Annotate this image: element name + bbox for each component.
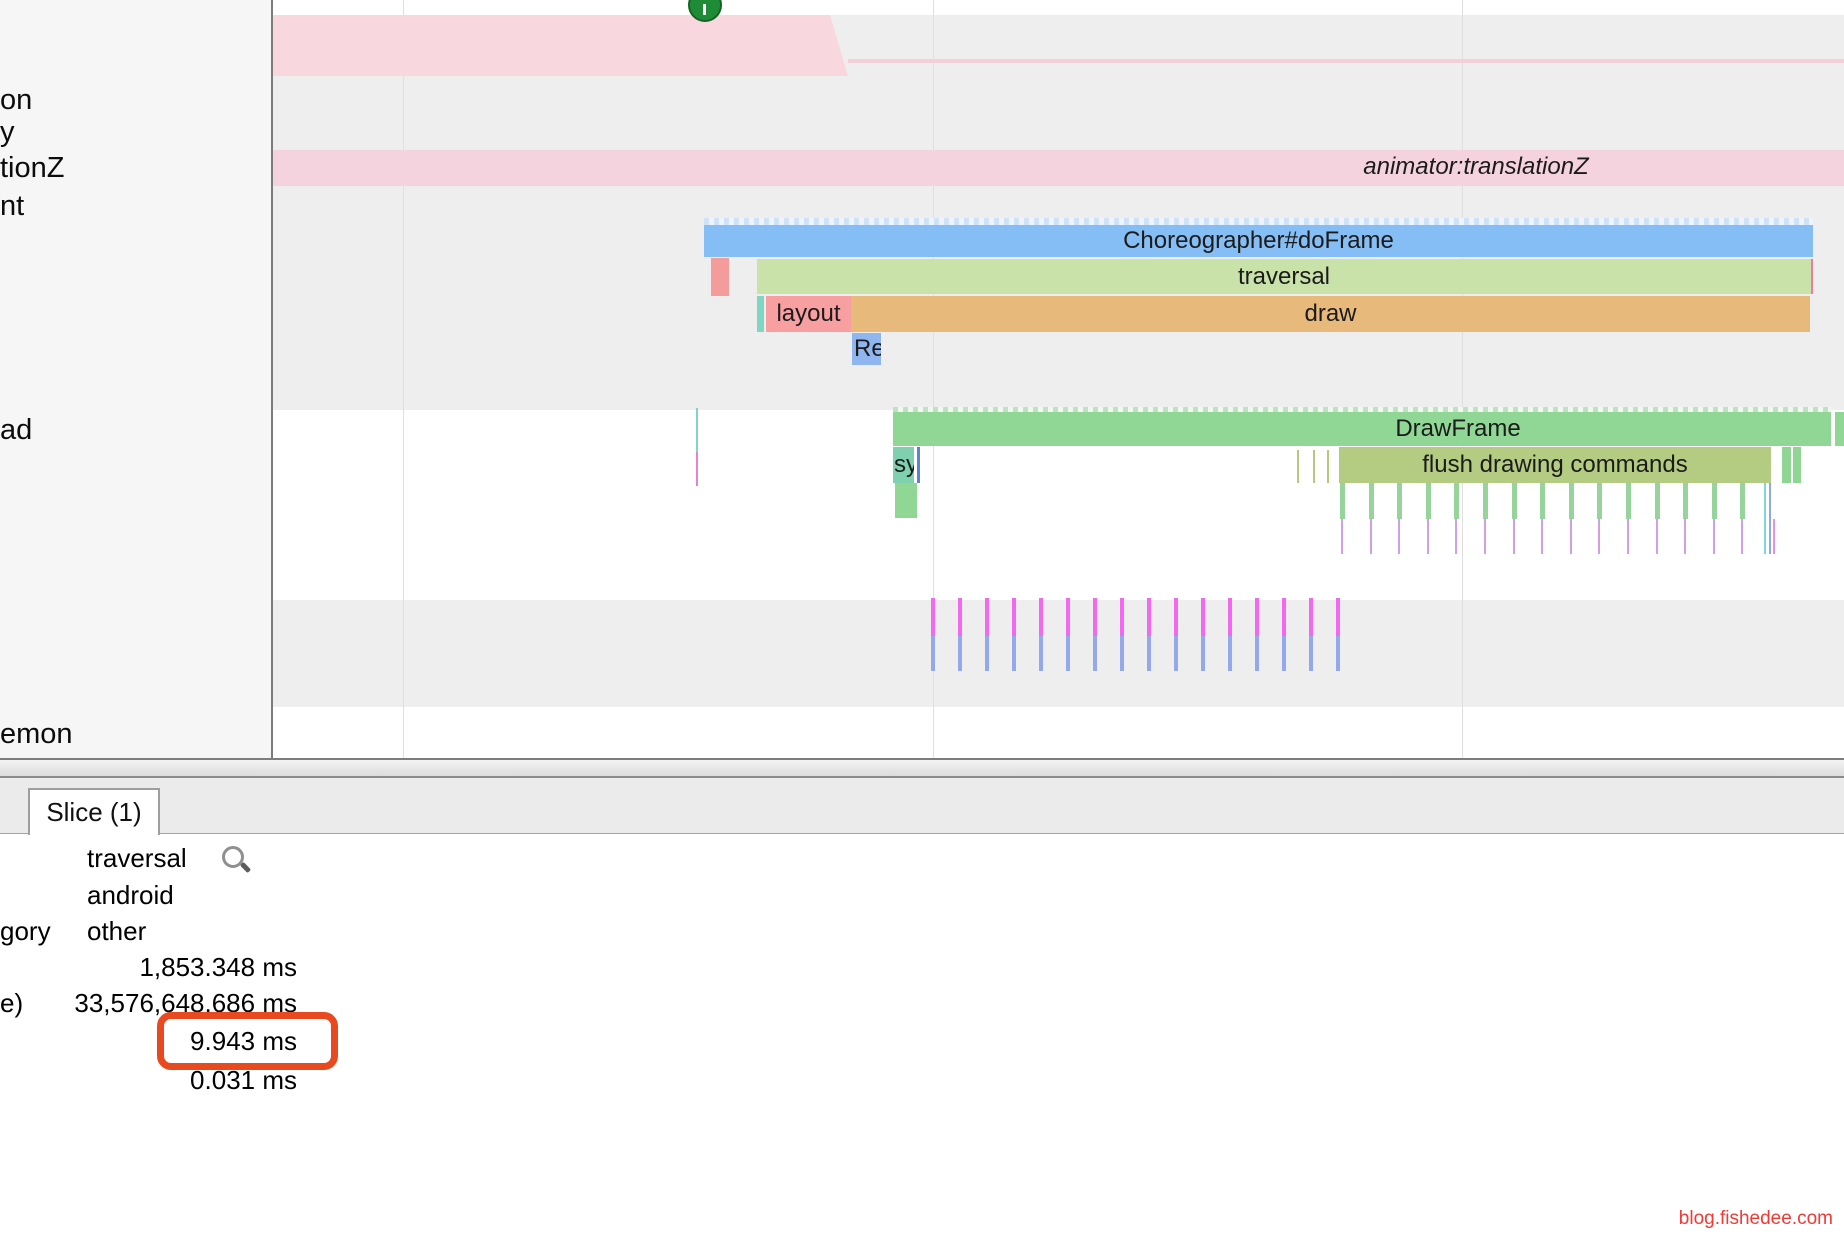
detail-start-value: 1,853.348 ms [139, 952, 297, 982]
slice-label: DrawFrame [1395, 415, 1521, 442]
thin-slice-magenta [696, 452, 698, 486]
thin-slice-teal [696, 408, 698, 452]
slice-green-block[interactable] [895, 483, 917, 518]
detail-category-label-fragment: gory [0, 916, 51, 946]
slice-choreographer-doframe[interactable]: Choreographer#doFrame [704, 225, 1813, 257]
slice-small-teal[interactable] [757, 296, 764, 332]
tab-label: Slice (1) [46, 797, 142, 827]
slice-green-fragment[interactable] [1793, 447, 1801, 483]
footer-blog-link[interactable]: blog.fishedee.com [1678, 1208, 1833, 1229]
detail-category-value: other [87, 916, 147, 946]
slice-draw[interactable]: draw [851, 296, 1810, 332]
slice-label: layout [776, 300, 841, 327]
slice-label: Re [854, 335, 881, 362]
highlight-annotation-box [157, 1012, 338, 1070]
thin-slice-blue [1769, 483, 1771, 554]
detail-name-value: android [87, 880, 174, 910]
slice-drawframe-fragment[interactable] [1835, 412, 1844, 446]
slice-drawframe[interactable]: DrawFrame [893, 412, 1831, 446]
slice-sync-frame-state[interactable]: sy [893, 447, 914, 483]
slice-label: flush drawing commands [1422, 451, 1688, 478]
slice-label: traversal [1237, 262, 1331, 290]
tab-slice[interactable]: Slice (1) [28, 788, 160, 835]
slice-green-fragment[interactable] [1782, 447, 1791, 483]
slice-layout[interactable]: layout [766, 296, 851, 332]
track-name-fragment: emon [0, 718, 73, 750]
thin-slice-blue [917, 447, 920, 483]
slice-traversal[interactable]: traversal [757, 259, 1813, 294]
slice-label: sy [894, 451, 914, 478]
animator-track-band[interactable]: animator:translationZ [273, 150, 1844, 186]
animator-track-label: animator:translationZ [1363, 153, 1589, 180]
drawframe-hatch [893, 407, 1831, 413]
track-name-sidebar: on y tionZ nt ad emon [0, 0, 273, 758]
gridline [1462, 0, 1463, 758]
detail-wall-duration-value: 9.943 ms [190, 1026, 297, 1056]
detail-title-value: traversal [87, 843, 187, 873]
track-name-fragment: ad [0, 414, 33, 446]
slice-flush-drawing-commands[interactable]: flush drawing commands [1339, 447, 1771, 483]
slice-label: draw [1304, 300, 1357, 327]
search-icon[interactable] [222, 846, 244, 868]
track-name-fragment: nt [0, 190, 25, 222]
track-name-fragment: tionZ [0, 152, 65, 184]
thin-slice-olive [1297, 450, 1299, 483]
tab-strip [0, 778, 1844, 834]
tab-strip-border [0, 833, 1844, 834]
detail-cpu-duration-value: 0.031 ms [190, 1065, 297, 1095]
track-name-fragment: y [0, 116, 15, 148]
slice-record-view-draw[interactable]: Re [852, 333, 881, 365]
pink-baseline [848, 59, 1844, 63]
slice-label: Choreographer#doFrame [1123, 227, 1394, 254]
track-name-fragment: on [0, 84, 33, 116]
thin-slice-cyan [1764, 483, 1766, 554]
horizontal-splitter[interactable] [0, 758, 1844, 778]
top-pink-slice[interactable] [273, 15, 848, 76]
thin-slice-magenta [1773, 519, 1775, 554]
thin-slice-olive [1313, 450, 1315, 483]
choreographer-hatch [704, 218, 1813, 225]
gridline [933, 0, 934, 758]
thin-slice-olive [1327, 450, 1329, 483]
slice-small-red[interactable] [711, 258, 729, 296]
gridline [403, 0, 404, 758]
detail-time-label-fragment: e) [0, 988, 24, 1018]
track-background [273, 600, 1844, 707]
